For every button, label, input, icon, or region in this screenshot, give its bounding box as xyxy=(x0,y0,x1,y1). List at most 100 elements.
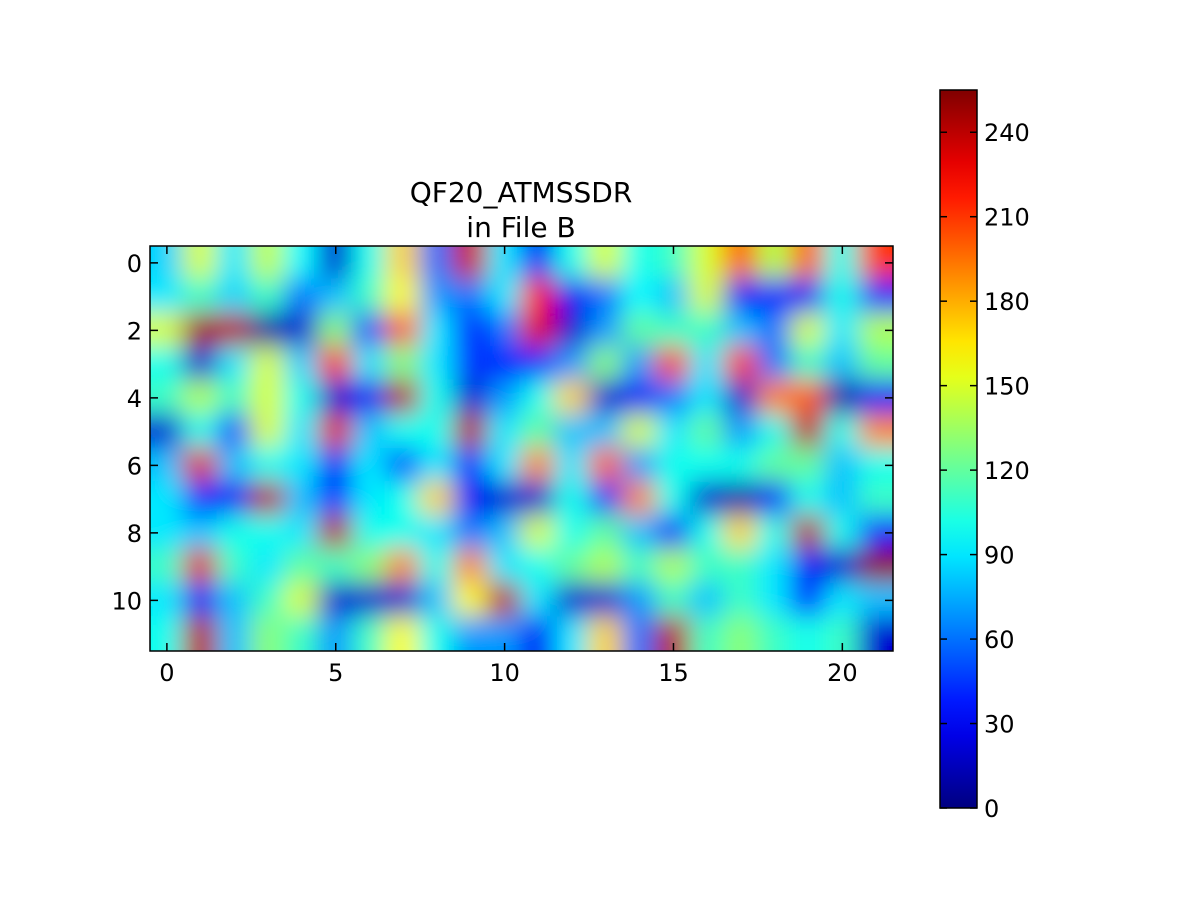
heatmap-cell xyxy=(520,481,557,517)
heatmap-cell xyxy=(723,380,759,416)
colorbar-tick-label: 180 xyxy=(984,288,1030,316)
heatmap-cell xyxy=(588,312,624,349)
heatmap-cell xyxy=(588,278,624,315)
heatmap-cell xyxy=(689,582,726,619)
y-tick-label: 2 xyxy=(127,317,142,345)
heatmap-cell xyxy=(419,582,455,619)
heatmap-edge-pad xyxy=(520,246,557,248)
heatmap-cell xyxy=(520,548,557,585)
heatmap-cell xyxy=(452,312,489,349)
heatmap-cell xyxy=(588,346,624,382)
heatmap-cell xyxy=(621,413,658,450)
heatmap-cell xyxy=(824,278,861,315)
heatmap-cell xyxy=(284,515,320,551)
heatmap-cell xyxy=(351,548,388,585)
heatmap-cell xyxy=(317,380,354,416)
heatmap-cell xyxy=(452,481,489,517)
heatmap-cell xyxy=(723,548,759,585)
axis-ticks: 0 5 10 15 20 0 2 4 6 8 10 xyxy=(111,246,893,687)
heatmap-cell xyxy=(723,515,759,551)
heatmap-cell xyxy=(419,447,455,484)
heatmap-cell xyxy=(520,312,557,349)
heatmap-edge-pad xyxy=(892,582,893,619)
heatmap-edge-pad xyxy=(588,650,624,651)
heatmap-cell xyxy=(216,380,253,416)
heatmap-cell xyxy=(621,481,658,517)
heatmap-cell xyxy=(182,413,219,450)
heatmap-cell xyxy=(452,548,489,585)
heatmap-cell xyxy=(351,481,388,517)
heatmap-edge-pad xyxy=(892,481,893,517)
heatmap-cell xyxy=(520,582,557,619)
heatmap-edge-pad xyxy=(689,246,726,248)
heatmap-edge-pad xyxy=(689,650,726,651)
heatmap-cell xyxy=(588,246,624,281)
heatmap-cell xyxy=(621,312,658,349)
heatmap-cell xyxy=(182,447,219,484)
heatmap-cell xyxy=(452,380,489,416)
heatmap-cell xyxy=(317,278,354,315)
heatmap-edge-pad xyxy=(824,246,861,248)
heatmap-cell xyxy=(419,413,455,450)
heatmap-edge-pad xyxy=(892,548,893,585)
heatmap-edge-pad xyxy=(588,246,624,248)
heatmap-cell xyxy=(419,246,455,281)
heatmap-cell xyxy=(588,413,624,450)
heatmap-cell xyxy=(588,447,624,484)
heatmap-cell xyxy=(385,515,422,551)
heatmap-cell xyxy=(250,346,287,382)
heatmap-edge-pad xyxy=(385,246,422,248)
heatmap-edge-pad xyxy=(250,246,287,248)
heatmap-cell xyxy=(655,515,692,551)
heatmap-cell xyxy=(655,413,692,450)
heatmap-cell xyxy=(723,616,759,651)
heatmap-cell xyxy=(150,481,185,517)
heatmap-cell xyxy=(655,582,692,619)
heatmap-cell xyxy=(486,582,523,619)
heatmap-cell xyxy=(216,413,253,450)
heatmap-cell xyxy=(385,278,422,315)
heatmap-cell xyxy=(858,346,893,382)
heatmap-edge-pad xyxy=(419,246,455,248)
heatmap-cell xyxy=(385,447,422,484)
heatmap-edge-pad xyxy=(452,246,489,248)
heatmap-cell xyxy=(858,616,893,651)
heatmap-cell xyxy=(723,413,759,450)
heatmap-cell xyxy=(655,380,692,416)
plot-area xyxy=(150,246,893,651)
heatmap-edge-pad xyxy=(150,481,152,517)
heatmap-cell xyxy=(351,413,388,450)
heatmap-cell xyxy=(250,616,287,651)
heatmap-cell xyxy=(317,582,354,619)
heatmap-cell xyxy=(486,380,523,416)
heatmap-edge-pad xyxy=(419,650,455,651)
heatmap-cell xyxy=(689,312,726,349)
heatmap-cell xyxy=(385,413,422,450)
heatmap-edge-pad xyxy=(150,278,152,315)
y-tick-label: 0 xyxy=(127,250,142,278)
colorbar-tick-label: 150 xyxy=(984,373,1030,401)
heatmap-cell xyxy=(689,515,726,551)
heatmap-cell xyxy=(723,582,759,619)
heatmap-cell xyxy=(520,515,557,551)
heatmap-cell xyxy=(520,413,557,450)
heatmap-cell xyxy=(756,481,793,517)
heatmap-cell xyxy=(824,346,861,382)
heatmap-edge-pad xyxy=(892,447,893,484)
heatmap-cell xyxy=(588,481,624,517)
heatmap-cell xyxy=(317,346,354,382)
heatmap-cell xyxy=(520,447,557,484)
heatmap-cell xyxy=(655,278,692,315)
heatmap-edge-pad xyxy=(892,278,893,315)
x-tick-label: 5 xyxy=(328,659,343,687)
heatmap-cell xyxy=(621,246,658,281)
heatmap-cell xyxy=(385,548,422,585)
heatmap-cell xyxy=(756,447,793,484)
heatmap-edge-pad xyxy=(892,515,893,551)
heatmap-edge-pad xyxy=(892,616,893,651)
heatmap-cell xyxy=(419,380,455,416)
heatmap-cell xyxy=(554,447,591,484)
heatmap-cell xyxy=(621,278,658,315)
heatmap-cell xyxy=(486,278,523,315)
heatmap-cell xyxy=(317,413,354,450)
